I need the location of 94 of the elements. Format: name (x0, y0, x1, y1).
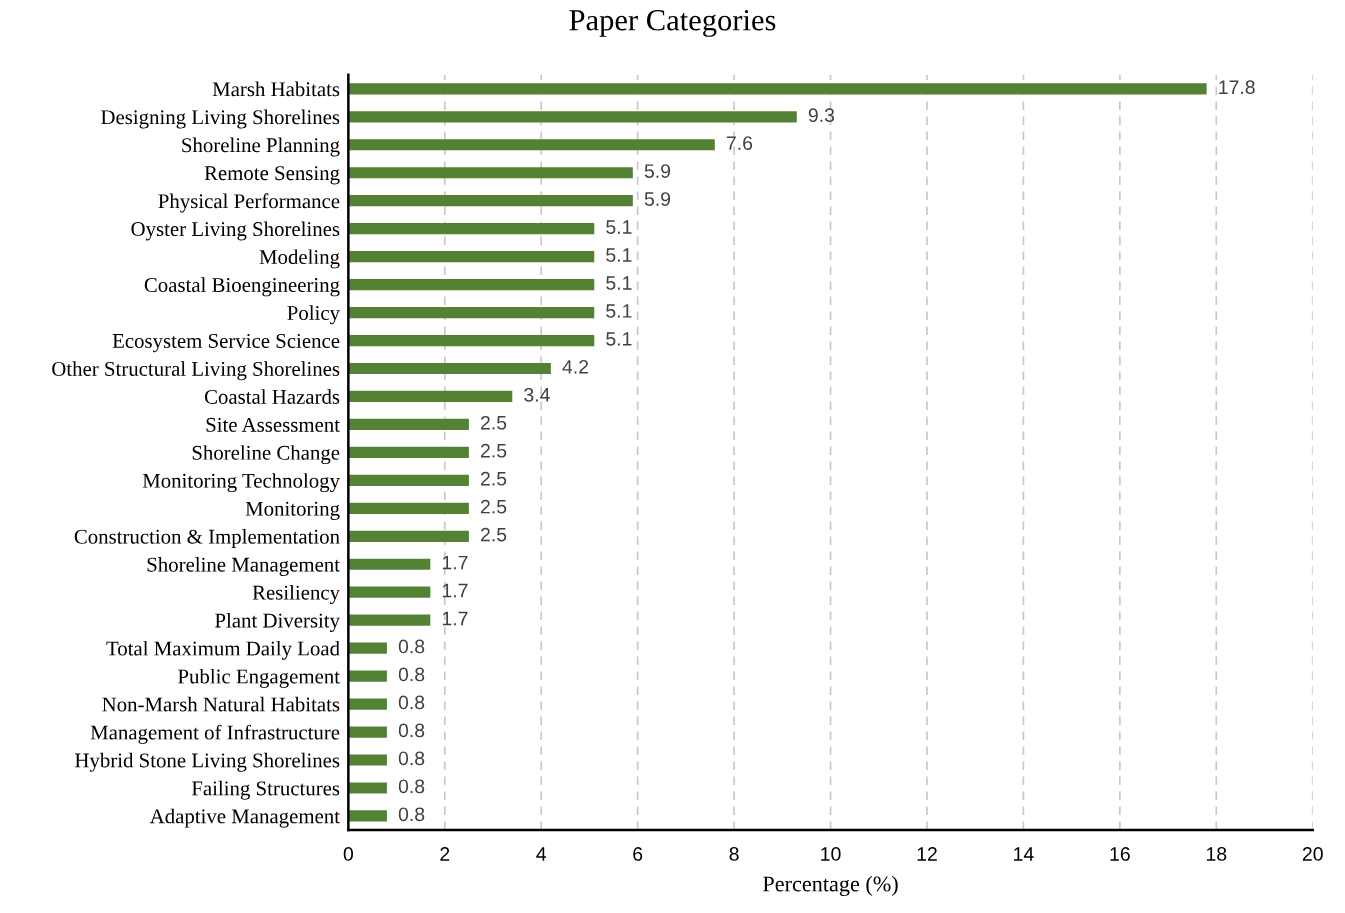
bar (348, 726, 387, 738)
y-tick-label: Site Assessment (206, 417, 340, 432)
bar (348, 810, 387, 822)
bar (348, 111, 797, 123)
y-tick-label: Public Engagement (178, 668, 340, 688)
data-label: 2.5 (480, 499, 507, 514)
data-label: 5.9 (644, 192, 671, 206)
y-tick-label: Oyster Living Shorelines (131, 221, 340, 241)
data-label: 2.5 (480, 527, 507, 542)
y-tick-label: Coastal Hazards (204, 389, 340, 404)
bar (348, 754, 387, 766)
data-label: 0.8 (398, 779, 425, 794)
bar (348, 614, 431, 626)
data-label: 2.5 (480, 443, 507, 458)
x-tick-label: 8 (729, 847, 739, 861)
x-tick-label: 12 (917, 847, 937, 861)
y-tick-label: Coastal Bioengineering (144, 277, 340, 297)
x-tick-label: 6 (633, 847, 643, 861)
y-tick-label: Shoreline Planning (182, 137, 340, 157)
y-tick-label: Remote Sensing (204, 166, 340, 185)
bar (348, 474, 469, 486)
y-tick-label: Marsh Habitats (212, 81, 340, 97)
y-tick-label: Monitoring Technology (142, 473, 340, 493)
y-tick-label: Adaptive Management (149, 808, 340, 828)
y-tick-label: Monitoring (245, 501, 340, 521)
y-tick-label: Plant Diversity (215, 612, 340, 632)
data-label: 2.5 (480, 415, 507, 430)
bar (348, 195, 633, 207)
data-label: 0.8 (398, 723, 425, 738)
bar (348, 782, 387, 794)
x-tick-label: 16 (1110, 847, 1130, 861)
x-tick-label: 14 (1014, 847, 1034, 861)
x-tick-label: 0 (343, 847, 353, 861)
data-label: 4.2 (562, 359, 589, 374)
data-label: 7.6 (726, 136, 753, 150)
y-tick-label: Designing Living Shorelines (101, 109, 340, 129)
y-tick-label: Hybrid Stone Living Shorelines (75, 752, 340, 772)
bar (348, 279, 595, 291)
y-tick-label: Shoreline Change (192, 445, 340, 465)
data-label: 5.9 (644, 164, 671, 178)
bar (348, 418, 469, 431)
y-tick-label: Shoreline Management (147, 557, 340, 576)
data-label: 17.8 (1219, 80, 1255, 95)
bar (348, 390, 513, 403)
bar (348, 670, 387, 682)
y-tick-label: Physical Performance (158, 193, 340, 213)
data-label: 1.7 (442, 555, 468, 570)
y-tick-label: Total Maximum Daily Load (106, 640, 340, 660)
bar (348, 530, 469, 542)
bar (348, 446, 469, 458)
bar (348, 223, 595, 235)
x-tick-label: 10 (821, 847, 841, 861)
bar (348, 139, 715, 151)
y-tick-label: Failing Structures (191, 780, 340, 800)
y-tick-label: Other Structural Living Shorelines (52, 361, 340, 381)
data-label: 0.8 (398, 695, 425, 710)
y-tick-label: Non-Marsh Natural Habitats (102, 696, 340, 712)
bar (348, 502, 469, 514)
bar (348, 362, 551, 375)
bar (348, 167, 633, 179)
chart-title: Paper Categories (569, 10, 776, 37)
bar (348, 83, 1207, 95)
y-tick-label: Resiliency (252, 584, 340, 604)
y-tick-label: Construction & Implementation (74, 529, 340, 548)
bar (348, 306, 595, 319)
bar (348, 334, 595, 347)
bar (348, 558, 431, 570)
data-label: 5.1 (606, 276, 632, 290)
data-label: 0.8 (398, 807, 425, 822)
data-label: 5.1 (606, 304, 632, 318)
y-tick-label: Modeling (259, 249, 340, 269)
data-label: 0.8 (398, 639, 425, 654)
bar (348, 642, 387, 654)
data-label: 0.8 (398, 751, 425, 766)
y-tick-label: Management of Infrastructure (90, 724, 340, 744)
data-label: 1.7 (442, 583, 468, 598)
x-tick-label: 2 (440, 847, 450, 861)
bar (348, 251, 595, 263)
data-label: 5.1 (606, 332, 632, 346)
data-label: 2.5 (480, 471, 507, 486)
data-label: 5.1 (606, 248, 632, 262)
data-label: 9.3 (808, 108, 835, 123)
x-tick-label: 4 (536, 847, 547, 861)
x-axis-title: Percentage (%) (763, 875, 898, 897)
data-label: 1.7 (442, 611, 468, 626)
x-tick-label: 20 (1302, 847, 1323, 861)
data-label: 0.8 (398, 667, 425, 682)
y-tick-label: Policy (287, 305, 340, 325)
y-tick-label: Ecosystem Service Science (112, 333, 340, 353)
x-tick-label: 18 (1206, 847, 1227, 861)
bar (348, 698, 387, 710)
bar (348, 586, 431, 598)
data-label: 3.4 (524, 387, 550, 402)
data-label: 5.1 (606, 220, 632, 234)
